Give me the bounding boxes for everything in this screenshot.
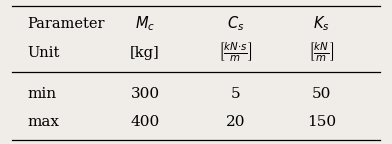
Text: Unit: Unit [27, 46, 60, 60]
Text: [kg]: [kg] [130, 46, 160, 60]
Text: $\left[\frac{kN}{m}\right]$: $\left[\frac{kN}{m}\right]$ [309, 41, 334, 64]
Text: 300: 300 [131, 87, 160, 101]
Text: max: max [27, 115, 60, 129]
Text: 50: 50 [312, 87, 331, 101]
Text: $\left[\frac{kN{\cdot}s}{m}\right]$: $\left[\frac{kN{\cdot}s}{m}\right]$ [218, 41, 252, 64]
Text: $C_s$: $C_s$ [227, 14, 244, 33]
Text: 5: 5 [230, 87, 240, 101]
Text: 400: 400 [131, 115, 160, 129]
Text: Parameter: Parameter [27, 17, 105, 31]
Text: min: min [27, 87, 56, 101]
Text: $K_s$: $K_s$ [313, 14, 330, 33]
Text: 150: 150 [307, 115, 336, 129]
Text: 20: 20 [225, 115, 245, 129]
Text: $M_c$: $M_c$ [135, 14, 155, 33]
